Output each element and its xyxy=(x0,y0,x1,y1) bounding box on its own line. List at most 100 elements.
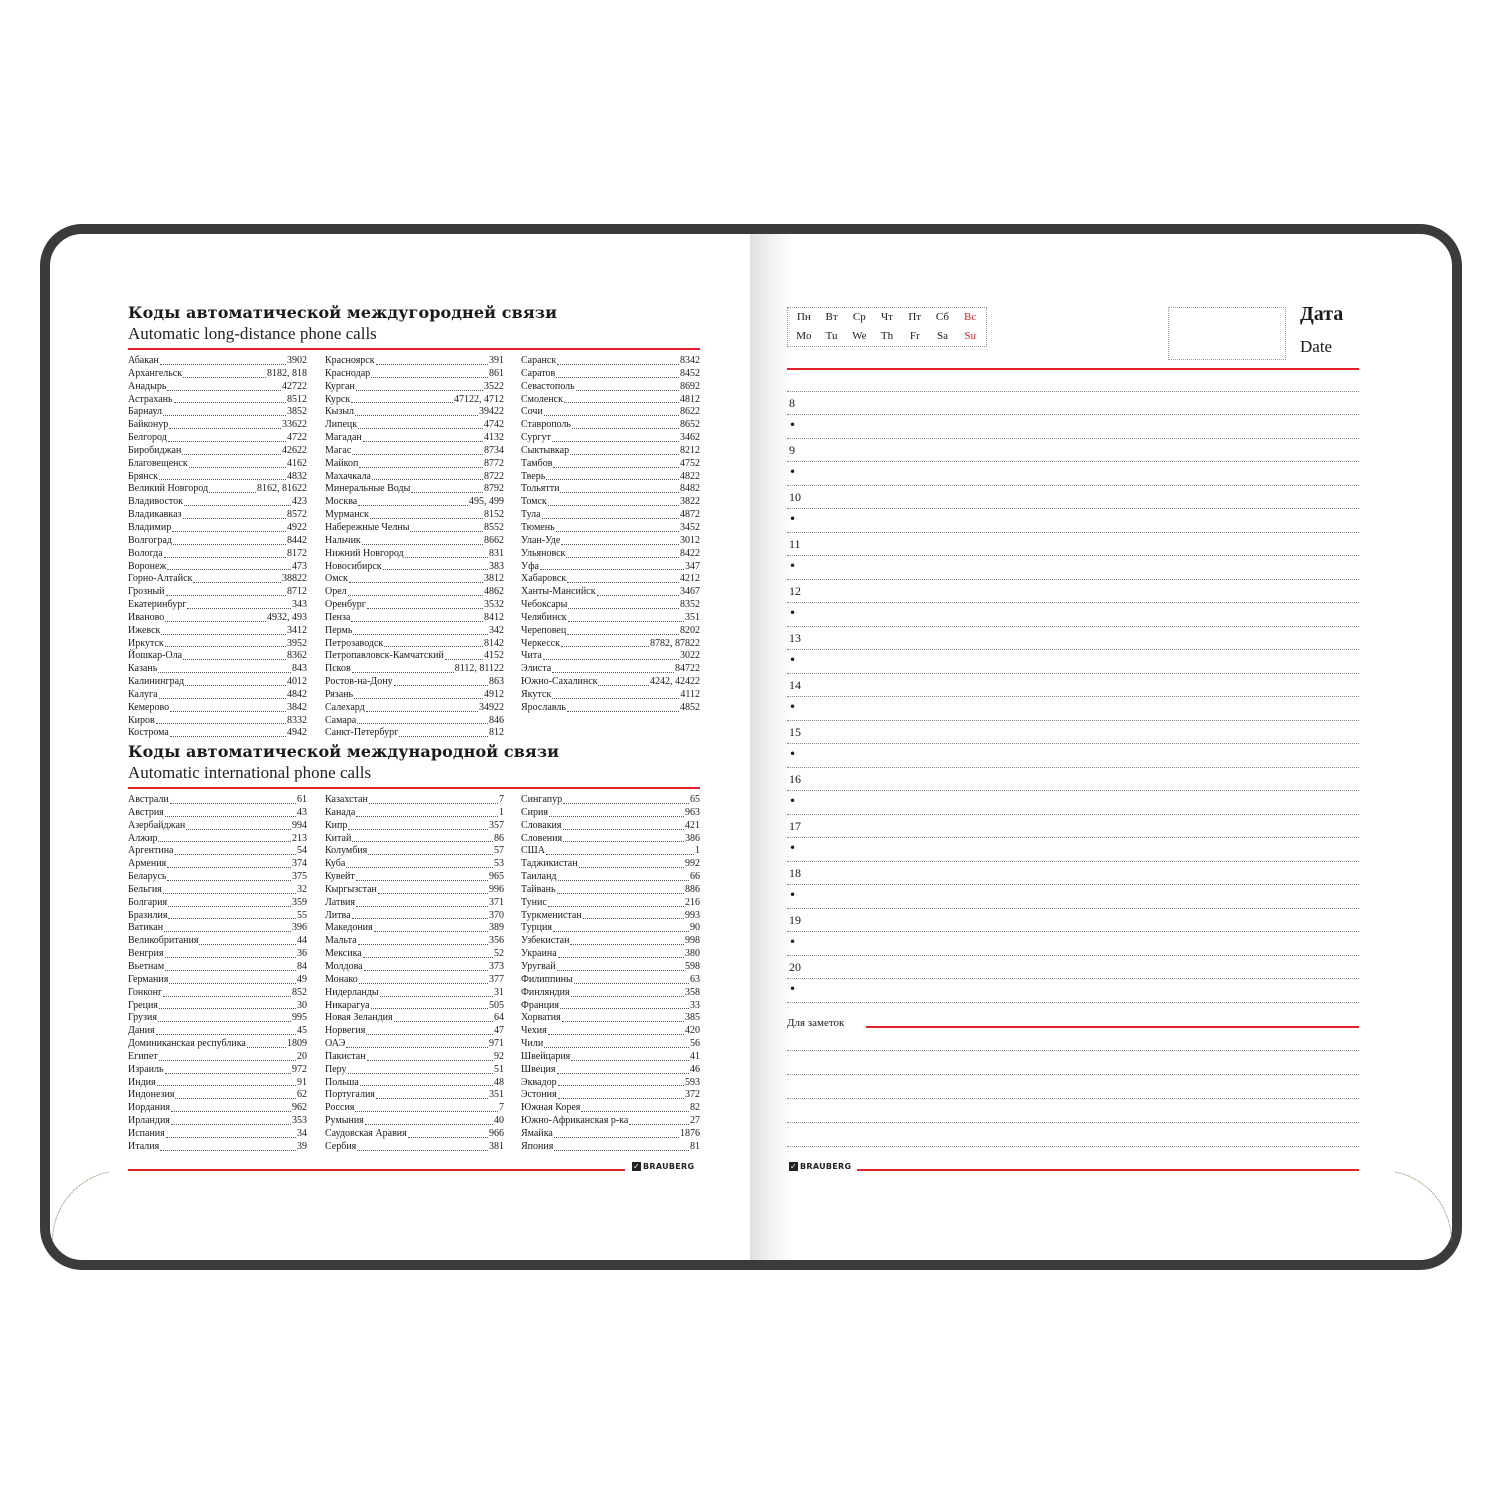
place-name: Кемерово xyxy=(128,701,170,713)
dial-code: 216 xyxy=(685,896,700,908)
dot-leader xyxy=(352,833,493,843)
code-row: Тольятти 8482 xyxy=(521,483,700,496)
place-name: Орел xyxy=(325,586,347,598)
dial-code: 383 xyxy=(489,560,504,572)
place-name: Никарагуа xyxy=(325,999,370,1011)
dial-code: 598 xyxy=(685,960,700,972)
dot-leader xyxy=(353,625,488,635)
dot-leader xyxy=(170,1102,291,1113)
code-row: Кипр 357 xyxy=(325,820,504,833)
code-row: Магадан 4132 xyxy=(325,432,504,445)
code-row: Ижевск 3412 xyxy=(128,625,307,638)
dot-leader xyxy=(173,394,286,404)
weekday-ru[interactable]: Вт xyxy=(825,311,838,323)
code-row: Краснодар 861 xyxy=(325,368,504,381)
weekday-en[interactable]: Sa xyxy=(936,330,948,342)
code-row: Орел 4862 xyxy=(325,586,504,599)
code-row: Великий Новгород 8162, 81622 xyxy=(128,483,307,496)
dial-code: 27 xyxy=(690,1115,700,1127)
code-row: Владикавказ 8572 xyxy=(128,509,307,522)
dot-leader xyxy=(410,522,483,532)
place-name: Туркменистан xyxy=(521,909,582,921)
code-row: Армения 374 xyxy=(128,858,307,871)
place-name: Владикавказ xyxy=(128,509,182,521)
weekday-ru[interactable]: Вс xyxy=(964,311,977,323)
dial-code: 385 xyxy=(685,1012,700,1024)
code-row: Хорватия 385 xyxy=(521,1012,700,1025)
dot-leader xyxy=(159,471,286,481)
international-column: Австрали 61 Австрия 43 Азербайджан 994 Алжир 21… xyxy=(128,794,307,1154)
dial-code: 3012 xyxy=(680,534,700,546)
hour-label: 10 xyxy=(789,490,801,504)
weekday-en[interactable]: We xyxy=(852,330,867,342)
dial-code: 3842 xyxy=(287,701,307,713)
dot-leader xyxy=(366,1051,493,1061)
code-row: Челябинск 351 xyxy=(521,612,700,625)
dial-code: 38822 xyxy=(282,573,307,585)
dial-code: 846 xyxy=(489,714,504,726)
place-name: Ярославль xyxy=(521,701,566,713)
date-field[interactable] xyxy=(1168,307,1286,360)
weekday-ru[interactable]: Ср xyxy=(852,311,866,323)
code-row: Россия 7 xyxy=(325,1102,504,1115)
place-name: Ижевск xyxy=(128,624,161,636)
code-row: Словения 386 xyxy=(521,833,700,846)
dial-code: 421 xyxy=(685,819,700,831)
code-row: Ярославль 4852 xyxy=(521,702,700,715)
code-row: Иордания 962 xyxy=(128,1102,307,1115)
dot-leader xyxy=(175,1089,296,1100)
dot-leader xyxy=(553,1128,679,1138)
code-row: Минеральные Воды 8792 xyxy=(325,483,504,496)
code-row: Пермь 342 xyxy=(325,625,504,638)
dial-code: 84 xyxy=(297,960,307,972)
weekday-ru[interactable]: Чт xyxy=(881,311,893,323)
dot-leader xyxy=(357,935,488,946)
weekday-ru[interactable]: Сб xyxy=(935,311,949,323)
dial-code: 420 xyxy=(685,1025,700,1037)
dot-leader xyxy=(167,858,291,869)
weekday-en[interactable]: Th xyxy=(880,330,894,342)
code-row: Канада 1 xyxy=(325,807,504,820)
dot-leader xyxy=(551,432,679,442)
dial-code: 86 xyxy=(494,832,504,844)
weekday-ru[interactable]: Пт xyxy=(908,311,922,323)
dot-leader xyxy=(209,483,256,494)
place-name: Венгрия xyxy=(128,948,164,960)
place-name: Кызыл xyxy=(325,406,355,418)
dot-leader xyxy=(183,368,266,378)
weekday-en[interactable]: Tu xyxy=(825,330,838,342)
dial-code: 8142 xyxy=(484,637,504,649)
code-row: Владивосток 423 xyxy=(128,496,307,509)
place-name: Индонезия xyxy=(128,1089,175,1101)
dot-leader xyxy=(560,1000,689,1010)
dial-code: 45 xyxy=(297,1025,307,1037)
dial-code: 8162, 81622 xyxy=(257,483,307,495)
dot-leader xyxy=(555,522,679,532)
place-name: Эстония xyxy=(521,1089,557,1101)
code-row: Белгород 4722 xyxy=(128,432,307,445)
weekday-en[interactable]: Su xyxy=(964,330,976,342)
place-name: Магас xyxy=(325,444,352,456)
code-row: Таджикистан 992 xyxy=(521,858,700,871)
dial-code: 3532 xyxy=(484,599,504,611)
place-name: Новая Зеландия xyxy=(325,1012,393,1024)
dial-code: 3902 xyxy=(287,355,307,366)
hour-label: 14 xyxy=(789,678,801,692)
weekday-ru[interactable]: Пн xyxy=(796,311,811,323)
code-row: Петропавловск-Камчатский 4152 xyxy=(325,650,504,663)
weekday-en[interactable]: Mo xyxy=(796,330,812,342)
dial-code: 495, 499 xyxy=(469,496,504,508)
code-row: Архангельск 8182, 818 xyxy=(128,368,307,381)
place-name: Благовещенск xyxy=(128,457,188,469)
dial-code: 8112, 81122 xyxy=(454,663,504,675)
dial-code: 65 xyxy=(690,794,700,805)
code-row: Мальта 356 xyxy=(325,935,504,948)
dot-leader xyxy=(160,1141,296,1151)
place-name: Самара xyxy=(325,714,357,726)
dial-code: 423 xyxy=(292,496,307,508)
code-row: Омск 3812 xyxy=(325,573,504,586)
dot-leader xyxy=(366,599,483,609)
domestic-title: Коды автоматической междугородней связи xyxy=(128,303,558,322)
weekday-en[interactable]: Fr xyxy=(909,330,920,342)
dial-code: 39 xyxy=(297,1140,307,1152)
